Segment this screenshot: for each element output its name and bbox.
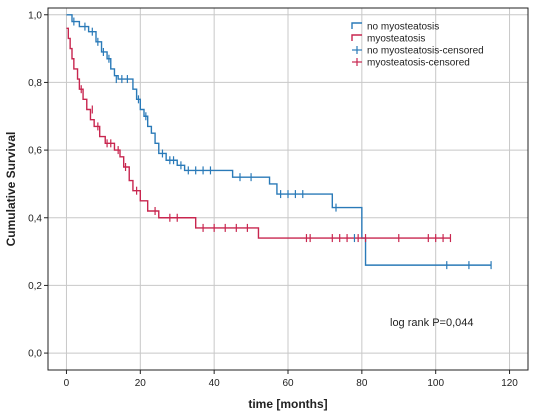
- legend-label: myosteatosis-censored: [367, 58, 470, 69]
- legend-item: no myosteatosis-censored: [352, 46, 484, 57]
- legend-label: no myosteatosis-censored: [367, 46, 484, 57]
- x-tick-label: 20: [135, 378, 147, 389]
- legend-label: myosteatosis: [367, 34, 425, 45]
- x-tick-label: 40: [209, 378, 221, 389]
- grid: [48, 8, 528, 370]
- legend-step-icon: [351, 22, 362, 29]
- x-tick-label: 120: [501, 378, 518, 389]
- y-tick-label: 0,0: [28, 349, 42, 360]
- legend-item: myosteatosis-censored: [352, 58, 470, 69]
- y-tick-label: 0,8: [28, 78, 42, 89]
- legend-label: no myosteatosis: [367, 22, 439, 33]
- axis-ticks: 0 20 40 60 80 100 120 0,0 0,2 0,4 0,6 0,8 1,0: [28, 10, 518, 389]
- y-tick-label: 0,2: [28, 281, 42, 292]
- censor-marks: [73, 17, 492, 270]
- y-tick-label: 1,0: [28, 10, 42, 21]
- y-axis-title: Cumulative Survival: [4, 132, 18, 247]
- x-tick-label: 80: [356, 378, 368, 389]
- legend-item: no myosteatosis: [351, 22, 439, 33]
- x-tick-label: 100: [427, 378, 444, 389]
- y-tick-label: 0,6: [28, 146, 42, 157]
- legend-step-icon: [351, 34, 362, 41]
- x-axis-title: time [months]: [248, 397, 327, 411]
- y-tick-label: 0,4: [28, 213, 42, 224]
- log-rank-annotation: log rank P=0,044: [390, 317, 473, 329]
- x-tick-label: 60: [282, 378, 294, 389]
- series-line-myosteatosis: [66, 27, 451, 239]
- legend-item: myosteatosis: [351, 34, 425, 45]
- x-tick-label: 0: [64, 378, 70, 389]
